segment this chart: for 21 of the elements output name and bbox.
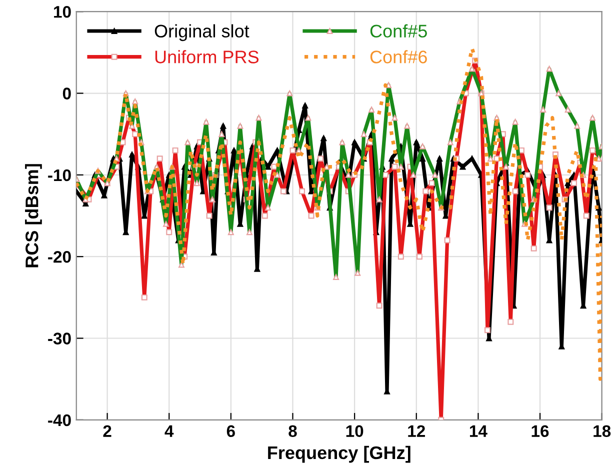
x-tick-label: 12 [408,425,425,437]
x-tick-label: 4 [164,425,174,437]
y-tick-label: -20 [48,250,71,263]
x-tick-label: 8 [288,425,297,438]
x-tick-label: 2 [103,425,112,437]
legend-label: Uniform PRS [155,50,259,64]
legend-label: Conf#5 [370,24,427,38]
y-tick-label: 10 [54,6,71,18]
y-tick-label: 0 [62,88,71,100]
y-tick-label: -40 [48,414,71,426]
x-tick-label: 16 [532,425,549,438]
x-tick-label: 14 [470,425,488,437]
y-axis-title: RCS [dBsm] [25,164,42,268]
x-tick-label: 18 [594,425,611,438]
y-tick-label: -10 [48,169,71,182]
x-tick-label: 6 [226,425,235,438]
x-axis-title: Frequency [GHz] [268,446,410,463]
x-tick-label: 10 [346,425,364,438]
y-tick-label: -30 [48,332,71,344]
legend-label: Conf#6 [370,50,427,64]
legend-label: Original slot [154,24,250,42]
